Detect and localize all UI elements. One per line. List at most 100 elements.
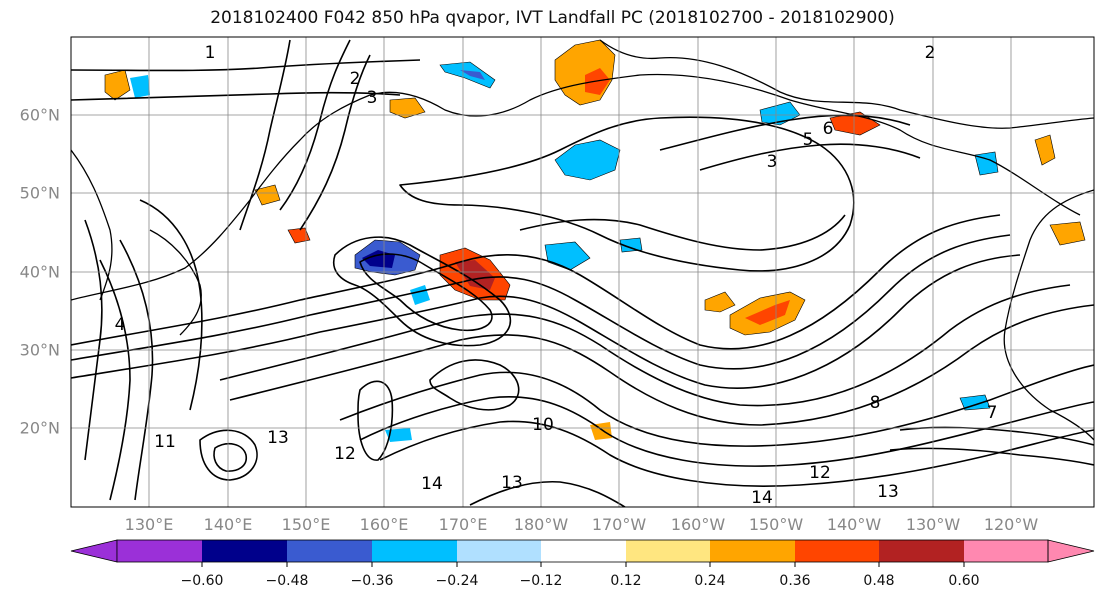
contour-label: 2 — [350, 69, 361, 89]
colorbar-segment — [626, 540, 710, 562]
shading-patch — [959, 394, 991, 411]
colorbar-tick-label: 0.36 — [779, 573, 811, 589]
contour-labels: 1 2 3 2 3 4 5 6 7 8 10 11 12 13 14 14 13… — [115, 43, 998, 508]
shading-patch — [460, 70, 485, 80]
shading-patch — [619, 237, 643, 253]
contour-line — [359, 396, 1094, 467]
contour-line — [357, 380, 394, 461]
colorbar-tick-label: −0.12 — [519, 573, 563, 589]
lon-label: 120°W — [983, 515, 1039, 534]
contour-line — [71, 254, 1021, 389]
shading-patch — [130, 75, 150, 98]
shading-patch — [410, 285, 430, 305]
contour-line — [379, 420, 1094, 487]
shading-patch — [1049, 221, 1086, 246]
contour-line — [279, 39, 351, 211]
map-title: 2018102400 F042 850 hPa qvapor, IVT Land… — [210, 8, 895, 28]
lat-label-50n: 50°N — [19, 183, 60, 203]
colorbar-frame — [116, 539, 1049, 563]
graticule — [71, 37, 1094, 507]
contour-line — [333, 236, 512, 347]
map-frame — [70, 36, 1095, 508]
contour-line — [359, 253, 493, 332]
lon-label: 160°E — [359, 515, 409, 534]
contour-label: 4 — [115, 315, 126, 335]
lon-label: 140°W — [826, 515, 882, 534]
contour-line — [119, 239, 154, 501]
shading-patch — [1034, 134, 1056, 166]
coastline — [599, 39, 1094, 129]
contour-line — [199, 429, 258, 481]
colorbar-lower-extension — [70, 539, 118, 563]
contour-line — [71, 234, 1011, 370]
colorbar-segment — [964, 540, 1048, 562]
contour-label: 3 — [767, 152, 778, 172]
colorbar-tick-label: 0.24 — [694, 573, 726, 589]
contour-label: 2 — [925, 43, 936, 63]
lon-label: 140°E — [203, 515, 253, 534]
lat-label-60n: 60°N — [19, 105, 60, 125]
qvapor-shading — [104, 39, 1086, 442]
colorbar-tick-label: −0.36 — [350, 573, 394, 589]
contour-line — [339, 364, 1094, 447]
shading-patch — [455, 260, 495, 290]
lon-label: 170°W — [591, 515, 647, 534]
lat-label-40n: 40°N — [19, 262, 60, 282]
contour-label: 5 — [803, 130, 814, 150]
contour-line — [519, 214, 846, 251]
contour-line — [699, 143, 921, 171]
contour-label: 11 — [154, 432, 176, 452]
contour-label: 10 — [532, 415, 554, 435]
contour-line — [84, 219, 103, 461]
map-lines — [71, 39, 1094, 507]
shading-patch — [439, 61, 496, 89]
contour-line — [469, 480, 626, 507]
colorbar-tick-label: 0.48 — [863, 573, 895, 589]
lon-label: 150°E — [281, 515, 331, 534]
lon-label: 160°W — [670, 515, 726, 534]
coastline — [71, 149, 113, 301]
coastline — [71, 73, 1081, 301]
colorbar-tick-label: −0.24 — [435, 573, 479, 589]
lon-label: 130°E — [124, 515, 174, 534]
shading-patch — [544, 241, 591, 271]
shading-patch — [287, 227, 311, 244]
colorbar-segment — [879, 540, 964, 562]
colorbar-segment — [457, 540, 541, 562]
shading-patch — [385, 428, 412, 442]
contour-line — [213, 443, 248, 472]
contour-label: 8 — [870, 393, 881, 413]
contour-line — [99, 259, 131, 501]
coastline — [149, 229, 202, 336]
contour-label: 14 — [751, 488, 773, 508]
contour-line — [139, 199, 203, 411]
colorbar — [70, 539, 1095, 567]
colorbar-tick-label: 0.12 — [610, 573, 642, 589]
contour-line — [299, 54, 371, 231]
shading-patch — [704, 291, 736, 313]
contour-line — [71, 91, 401, 101]
contour-label: 7 — [987, 403, 998, 423]
contour-label: 12 — [334, 444, 356, 464]
shading-patch — [590, 422, 612, 440]
contour-line — [399, 116, 855, 272]
colorbar-segment — [795, 540, 879, 562]
lon-label: 180°W — [513, 515, 569, 534]
contour-line — [889, 447, 1094, 466]
lat-label-20n: 20°N — [19, 418, 60, 438]
contour-label: 13 — [267, 428, 289, 448]
shading-patch — [254, 184, 281, 206]
shading-patch — [974, 151, 999, 176]
colorbar-segment — [202, 540, 287, 562]
lat-label-30n: 30°N — [19, 340, 60, 360]
contour-line — [71, 214, 1001, 350]
lon-label: 130°W — [905, 515, 961, 534]
colorbar-tick-label: −0.60 — [180, 573, 224, 589]
contour-line — [71, 59, 421, 72]
colorbar-segment — [372, 540, 457, 562]
contour-label: 1 — [205, 43, 216, 63]
colorbar-segment — [117, 540, 202, 562]
shading-patch — [745, 300, 790, 325]
contour-line — [659, 114, 911, 151]
